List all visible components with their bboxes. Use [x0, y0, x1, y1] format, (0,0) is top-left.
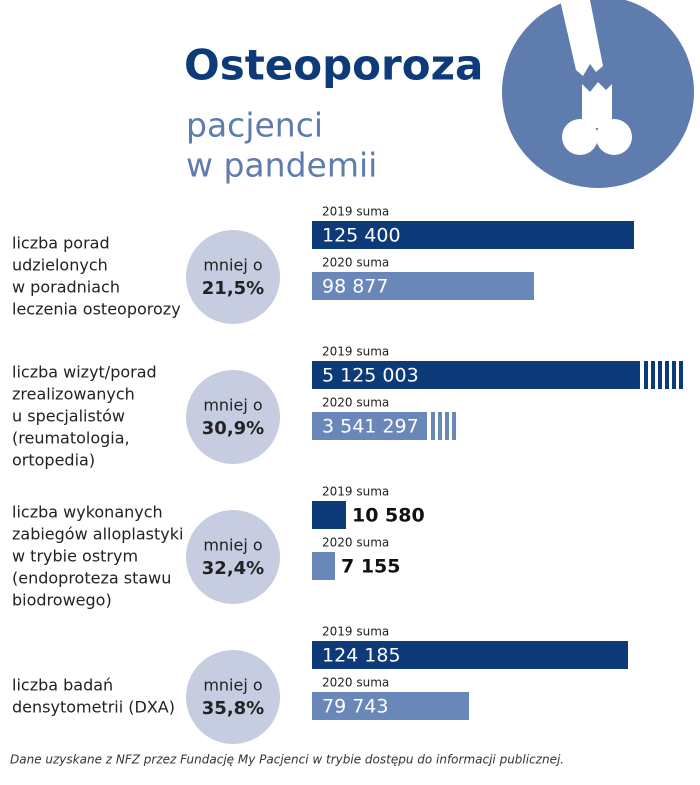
year-label: 2019 suma [322, 485, 389, 499]
row-label: zrealizowanych [12, 385, 135, 404]
change-value: 30,9% [202, 418, 264, 439]
year-label: 2019 suma [322, 205, 389, 219]
year-label: 2020 suma [322, 536, 389, 550]
bar-break [452, 412, 456, 440]
change-circle [186, 230, 280, 324]
bar-value: 124 185 [322, 645, 401, 667]
subtitle: pacjenci [186, 106, 323, 145]
change-circle [186, 370, 280, 464]
row-label: densytometrii (DXA) [12, 698, 175, 717]
row-label: w trybie ostrym [12, 547, 138, 566]
row-label: w poradniach [12, 278, 120, 297]
change-circle [186, 650, 280, 744]
row-label: leczenia osteoporozy [12, 300, 181, 319]
bar-break [438, 412, 442, 440]
change-label: mniej o [203, 536, 262, 555]
bar [312, 361, 640, 389]
row-label: (endoproteza stawu [12, 569, 171, 588]
change-label: mniej o [203, 256, 262, 275]
bar-value: 7 155 [341, 556, 401, 578]
change-value: 35,8% [202, 698, 264, 719]
bar-value: 125 400 [322, 225, 401, 247]
bar-break [665, 361, 669, 389]
bar [312, 501, 346, 529]
change-label: mniej o [203, 396, 262, 415]
bar-break [658, 361, 662, 389]
year-label: 2020 suma [322, 676, 389, 690]
row-label: liczba badań [12, 676, 113, 695]
bar-value: 3 541 297 [322, 416, 419, 438]
bar [312, 221, 634, 249]
row-label: ortopedia) [12, 451, 95, 470]
subtitle: w pandemii [186, 146, 377, 185]
row-label: u specjalistów [12, 407, 125, 426]
footer: Dane uzyskane z NFZ przez Fundację My Pa… [10, 753, 564, 767]
change-label: mniej o [203, 676, 262, 695]
row-label: liczba wykonanych [12, 503, 163, 522]
bar-value: 79 743 [322, 696, 388, 718]
bar [312, 412, 427, 440]
year-label: 2019 suma [322, 345, 389, 359]
row-label: udzielonych [12, 256, 108, 275]
row-label: (reumatologia, [12, 429, 130, 448]
bar-break [651, 361, 655, 389]
bone-icon [560, 0, 632, 155]
bar-break [445, 412, 449, 440]
bar [312, 552, 335, 580]
row-label: liczba porad [12, 234, 110, 253]
row-label: biodrowego) [12, 591, 112, 610]
bar [312, 692, 469, 720]
bar-break [431, 412, 435, 440]
row-label: zabiegów alloplastyki [12, 525, 183, 544]
bar-value: 5 125 003 [322, 365, 419, 387]
year-label: 2020 suma [322, 396, 389, 410]
change-value: 32,4% [202, 558, 264, 579]
change-value: 21,5% [202, 278, 264, 299]
bar [312, 272, 534, 300]
year-label: 2020 suma [322, 256, 389, 270]
row-label: liczba wizyt/porad [12, 363, 157, 382]
bar-value: 98 877 [322, 276, 388, 298]
bar-value: 10 580 [352, 505, 425, 527]
bar-break [644, 361, 648, 389]
bar-break [672, 361, 676, 389]
year-label: 2019 suma [322, 625, 389, 639]
bar-break [679, 361, 683, 389]
change-circle [186, 510, 280, 604]
bar [312, 641, 628, 669]
title: Osteoporoza [184, 41, 483, 90]
